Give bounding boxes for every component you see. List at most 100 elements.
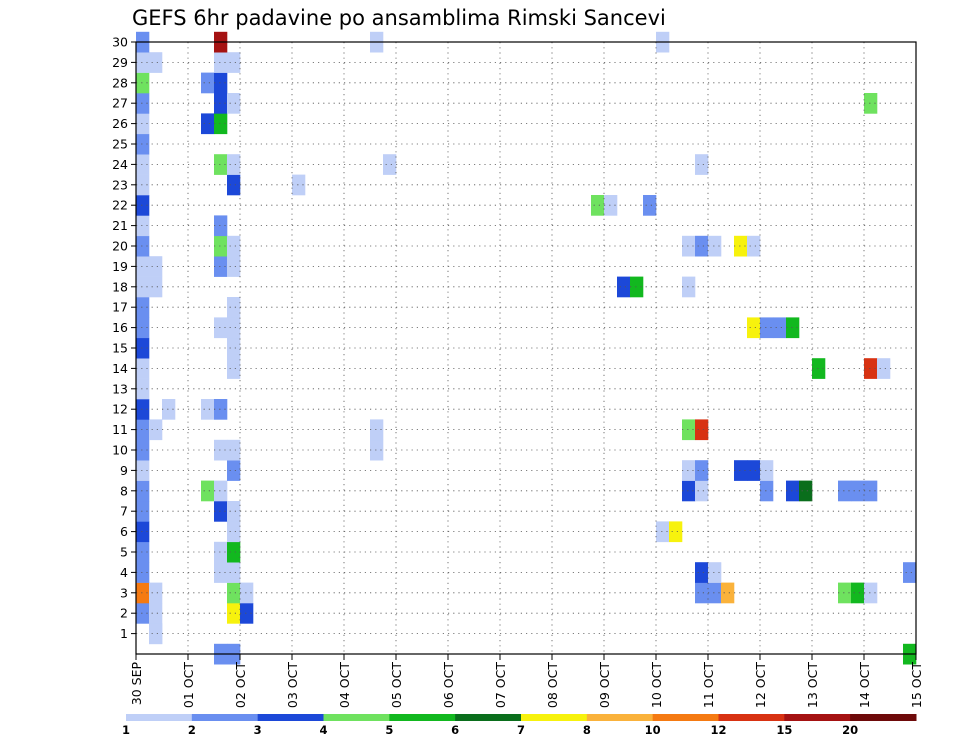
heatmap-cell bbox=[162, 399, 176, 420]
heatmap-cell bbox=[227, 541, 241, 563]
colorbar-label: 4 bbox=[319, 723, 327, 737]
x-tick-label: 05 OCT bbox=[389, 662, 404, 708]
heatmap-cell bbox=[864, 358, 878, 379]
y-tick-label: 11 bbox=[112, 422, 128, 437]
heatmap-cell bbox=[136, 93, 150, 114]
y-tick-label: 16 bbox=[112, 320, 128, 335]
y-tick-label: 7 bbox=[120, 504, 128, 519]
x-tick-label: 07 OCT bbox=[493, 662, 508, 708]
x-tick-label: 12 OCT bbox=[753, 662, 768, 708]
heatmap-cell bbox=[799, 480, 813, 502]
heatmap-cell bbox=[136, 501, 150, 522]
heatmap-cell bbox=[136, 480, 150, 502]
heatmap-cell bbox=[227, 297, 241, 318]
x-tick-label: 04 OCT bbox=[337, 662, 352, 708]
heatmap-cell bbox=[214, 215, 228, 237]
x-tick-label: 13 OCT bbox=[805, 662, 820, 708]
colorbar-segment bbox=[455, 714, 522, 721]
heatmap-cell bbox=[747, 460, 761, 481]
heatmap-cell bbox=[695, 480, 709, 502]
heatmap-cell bbox=[136, 133, 150, 155]
colorbar-label: 12 bbox=[710, 723, 726, 737]
x-tick-label: 08 OCT bbox=[545, 662, 560, 708]
heatmap-cell bbox=[136, 113, 150, 135]
x-tick-label: 09 OCT bbox=[597, 662, 612, 708]
heatmap-cell bbox=[227, 439, 241, 461]
heatmap-cell bbox=[136, 72, 150, 94]
heatmap-cell bbox=[136, 521, 150, 543]
heatmap-cell bbox=[214, 256, 228, 277]
colorbar-label: 2 bbox=[188, 723, 196, 737]
heatmap-cell bbox=[227, 521, 241, 543]
heatmap-cell bbox=[149, 276, 163, 298]
heatmap-cell bbox=[656, 521, 670, 543]
colorbar-segment bbox=[850, 714, 917, 721]
y-tick-label: 17 bbox=[112, 300, 128, 315]
heatmap-cell bbox=[227, 337, 241, 359]
heatmap-cell bbox=[383, 154, 397, 175]
colorbar-segment bbox=[389, 714, 456, 721]
y-tick-label: 9 bbox=[120, 463, 128, 478]
colorbar-segment bbox=[652, 714, 719, 721]
heatmap-cell bbox=[695, 460, 709, 481]
heatmap-cell bbox=[877, 358, 891, 379]
x-tick-label: 30 SEP bbox=[129, 662, 144, 706]
heatmap-cell bbox=[227, 154, 241, 175]
y-tick-label: 19 bbox=[112, 259, 128, 274]
y-tick-label: 22 bbox=[112, 198, 128, 213]
heatmap-cell bbox=[201, 480, 215, 502]
heatmap-cell bbox=[760, 480, 774, 502]
y-tick-label: 14 bbox=[112, 361, 128, 376]
heatmap-cell bbox=[708, 582, 722, 604]
y-tick-label: 2 bbox=[120, 606, 128, 621]
heatmap-cell bbox=[227, 562, 241, 583]
heatmap-cell bbox=[617, 276, 631, 298]
y-tick-label: 1 bbox=[120, 626, 128, 641]
heatmap-cell bbox=[851, 480, 865, 502]
y-tick-label: 8 bbox=[120, 483, 128, 498]
colorbar-segment bbox=[191, 714, 259, 721]
heatmap-cell bbox=[214, 439, 228, 461]
heatmap-cell bbox=[227, 317, 241, 339]
heatmap-cell bbox=[734, 460, 748, 481]
y-tick-label: 28 bbox=[112, 75, 128, 90]
heatmap-cell bbox=[682, 480, 696, 502]
x-tick-label: 10 OCT bbox=[649, 662, 664, 708]
heatmap-cell bbox=[136, 337, 150, 359]
x-tick-label: 14 OCT bbox=[857, 662, 872, 708]
heatmap-cell bbox=[734, 235, 748, 257]
y-tick-label: 21 bbox=[112, 218, 128, 233]
x-tick-label: 06 OCT bbox=[441, 662, 456, 708]
heatmap-cell bbox=[227, 582, 241, 604]
heatmap-cell bbox=[136, 358, 150, 379]
heatmap-cell bbox=[591, 195, 605, 216]
chart-title: GEFS 6hr padavine po ansamblima Rimski S… bbox=[132, 6, 666, 30]
heatmap-cell bbox=[136, 235, 150, 257]
heatmap-cell bbox=[214, 480, 228, 502]
heatmap-cell bbox=[136, 174, 150, 196]
heatmap-cell bbox=[227, 256, 241, 277]
heatmap-cell bbox=[136, 419, 150, 441]
heatmap-cell bbox=[708, 562, 722, 583]
y-tick-label: 3 bbox=[120, 585, 128, 600]
heatmap-cell bbox=[136, 52, 150, 73]
heatmap-cell bbox=[136, 541, 150, 563]
colorbar-label: 6 bbox=[451, 723, 459, 737]
heatmap-cell bbox=[760, 317, 774, 339]
heatmap-cell bbox=[903, 562, 917, 583]
x-tick-label: 02 OCT bbox=[233, 662, 248, 708]
y-tick-label: 23 bbox=[112, 177, 128, 192]
colorbar-segment bbox=[323, 714, 390, 721]
heatmap-cell bbox=[682, 276, 696, 298]
heatmap-cell bbox=[682, 460, 696, 481]
heatmap-cell bbox=[786, 480, 800, 502]
heatmap-cell bbox=[149, 256, 163, 277]
heatmap-cell bbox=[292, 174, 306, 196]
heatmap-cell bbox=[747, 235, 761, 257]
heatmap-cell bbox=[695, 419, 709, 441]
heatmap-cell bbox=[201, 72, 215, 94]
heatmap-cell bbox=[136, 317, 150, 339]
heatmap-cell bbox=[136, 399, 150, 420]
colorbar-label: 7 bbox=[517, 723, 525, 737]
heatmap-cell bbox=[201, 113, 215, 135]
